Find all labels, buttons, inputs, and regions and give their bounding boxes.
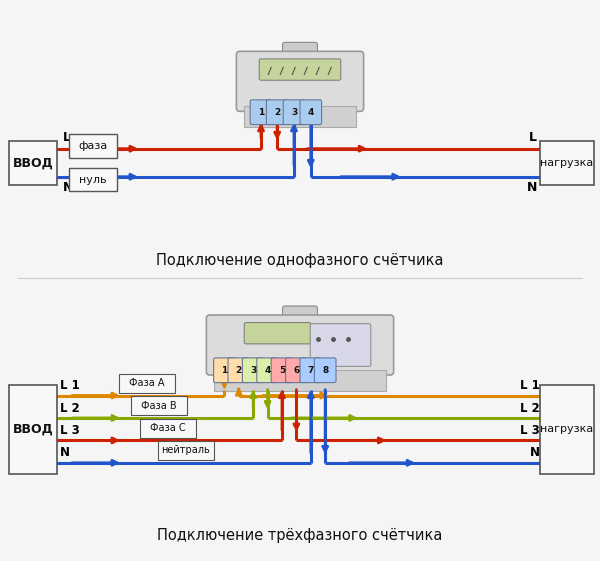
FancyBboxPatch shape xyxy=(314,358,336,383)
FancyBboxPatch shape xyxy=(70,134,116,158)
Text: 4: 4 xyxy=(308,108,314,117)
Text: 1: 1 xyxy=(221,366,227,375)
Text: 1: 1 xyxy=(258,108,264,117)
FancyBboxPatch shape xyxy=(228,358,250,383)
FancyBboxPatch shape xyxy=(283,306,317,321)
FancyBboxPatch shape xyxy=(540,141,593,185)
FancyBboxPatch shape xyxy=(236,52,364,111)
Text: ВВОД: ВВОД xyxy=(13,422,53,436)
FancyBboxPatch shape xyxy=(140,419,196,438)
Text: N: N xyxy=(527,181,537,194)
Text: N: N xyxy=(60,447,70,459)
FancyBboxPatch shape xyxy=(244,323,311,344)
Text: L: L xyxy=(529,131,537,144)
FancyBboxPatch shape xyxy=(158,441,214,460)
Text: 3: 3 xyxy=(291,108,297,117)
Text: N: N xyxy=(63,181,73,194)
Text: N: N xyxy=(530,447,540,459)
Text: нейтраль: нейтраль xyxy=(161,445,211,456)
Text: Подключение однофазного счётчика: Подключение однофазного счётчика xyxy=(156,254,444,268)
Text: L 1: L 1 xyxy=(520,379,540,392)
Text: 2: 2 xyxy=(236,366,242,375)
FancyBboxPatch shape xyxy=(271,358,293,383)
FancyBboxPatch shape xyxy=(119,374,175,393)
FancyBboxPatch shape xyxy=(286,358,307,383)
Text: L 1: L 1 xyxy=(60,379,80,392)
FancyBboxPatch shape xyxy=(250,100,272,125)
FancyBboxPatch shape xyxy=(131,396,187,415)
Text: 8: 8 xyxy=(322,366,328,375)
Text: L 2: L 2 xyxy=(60,402,80,415)
FancyBboxPatch shape xyxy=(70,168,116,191)
Text: 5: 5 xyxy=(279,366,285,375)
Text: нагрузка: нагрузка xyxy=(541,424,593,434)
Text: 3: 3 xyxy=(250,366,256,375)
Text: L 3: L 3 xyxy=(60,424,80,437)
Text: ВВОД: ВВОД xyxy=(13,156,53,169)
Text: L 3: L 3 xyxy=(520,424,540,437)
FancyBboxPatch shape xyxy=(257,358,278,383)
FancyBboxPatch shape xyxy=(242,358,264,383)
Text: Фаза С: Фаза С xyxy=(150,423,186,433)
FancyBboxPatch shape xyxy=(214,370,386,392)
Text: 4: 4 xyxy=(265,366,271,375)
FancyBboxPatch shape xyxy=(10,385,57,473)
FancyBboxPatch shape xyxy=(244,107,356,127)
FancyBboxPatch shape xyxy=(300,100,322,125)
Text: 7: 7 xyxy=(308,366,314,375)
Text: L: L xyxy=(63,131,71,144)
Text: 2: 2 xyxy=(274,108,280,117)
Text: нагрузка: нагрузка xyxy=(541,158,593,168)
FancyBboxPatch shape xyxy=(300,358,322,383)
FancyBboxPatch shape xyxy=(214,358,235,383)
FancyBboxPatch shape xyxy=(10,141,57,185)
Text: Фаза А: Фаза А xyxy=(129,378,165,388)
Text: Фаза В: Фаза В xyxy=(141,401,177,411)
Text: L 2: L 2 xyxy=(520,402,540,415)
FancyBboxPatch shape xyxy=(266,100,288,125)
Text: 6: 6 xyxy=(293,366,299,375)
Text: фаза: фаза xyxy=(79,141,107,151)
FancyBboxPatch shape xyxy=(310,324,371,366)
FancyBboxPatch shape xyxy=(540,385,593,473)
FancyBboxPatch shape xyxy=(206,315,394,375)
FancyBboxPatch shape xyxy=(283,100,305,125)
Text: нуль: нуль xyxy=(79,174,107,185)
Text: Подключение трёхфазного счётчика: Подключение трёхфазного счётчика xyxy=(157,528,443,543)
FancyBboxPatch shape xyxy=(283,43,317,57)
FancyBboxPatch shape xyxy=(259,59,341,80)
